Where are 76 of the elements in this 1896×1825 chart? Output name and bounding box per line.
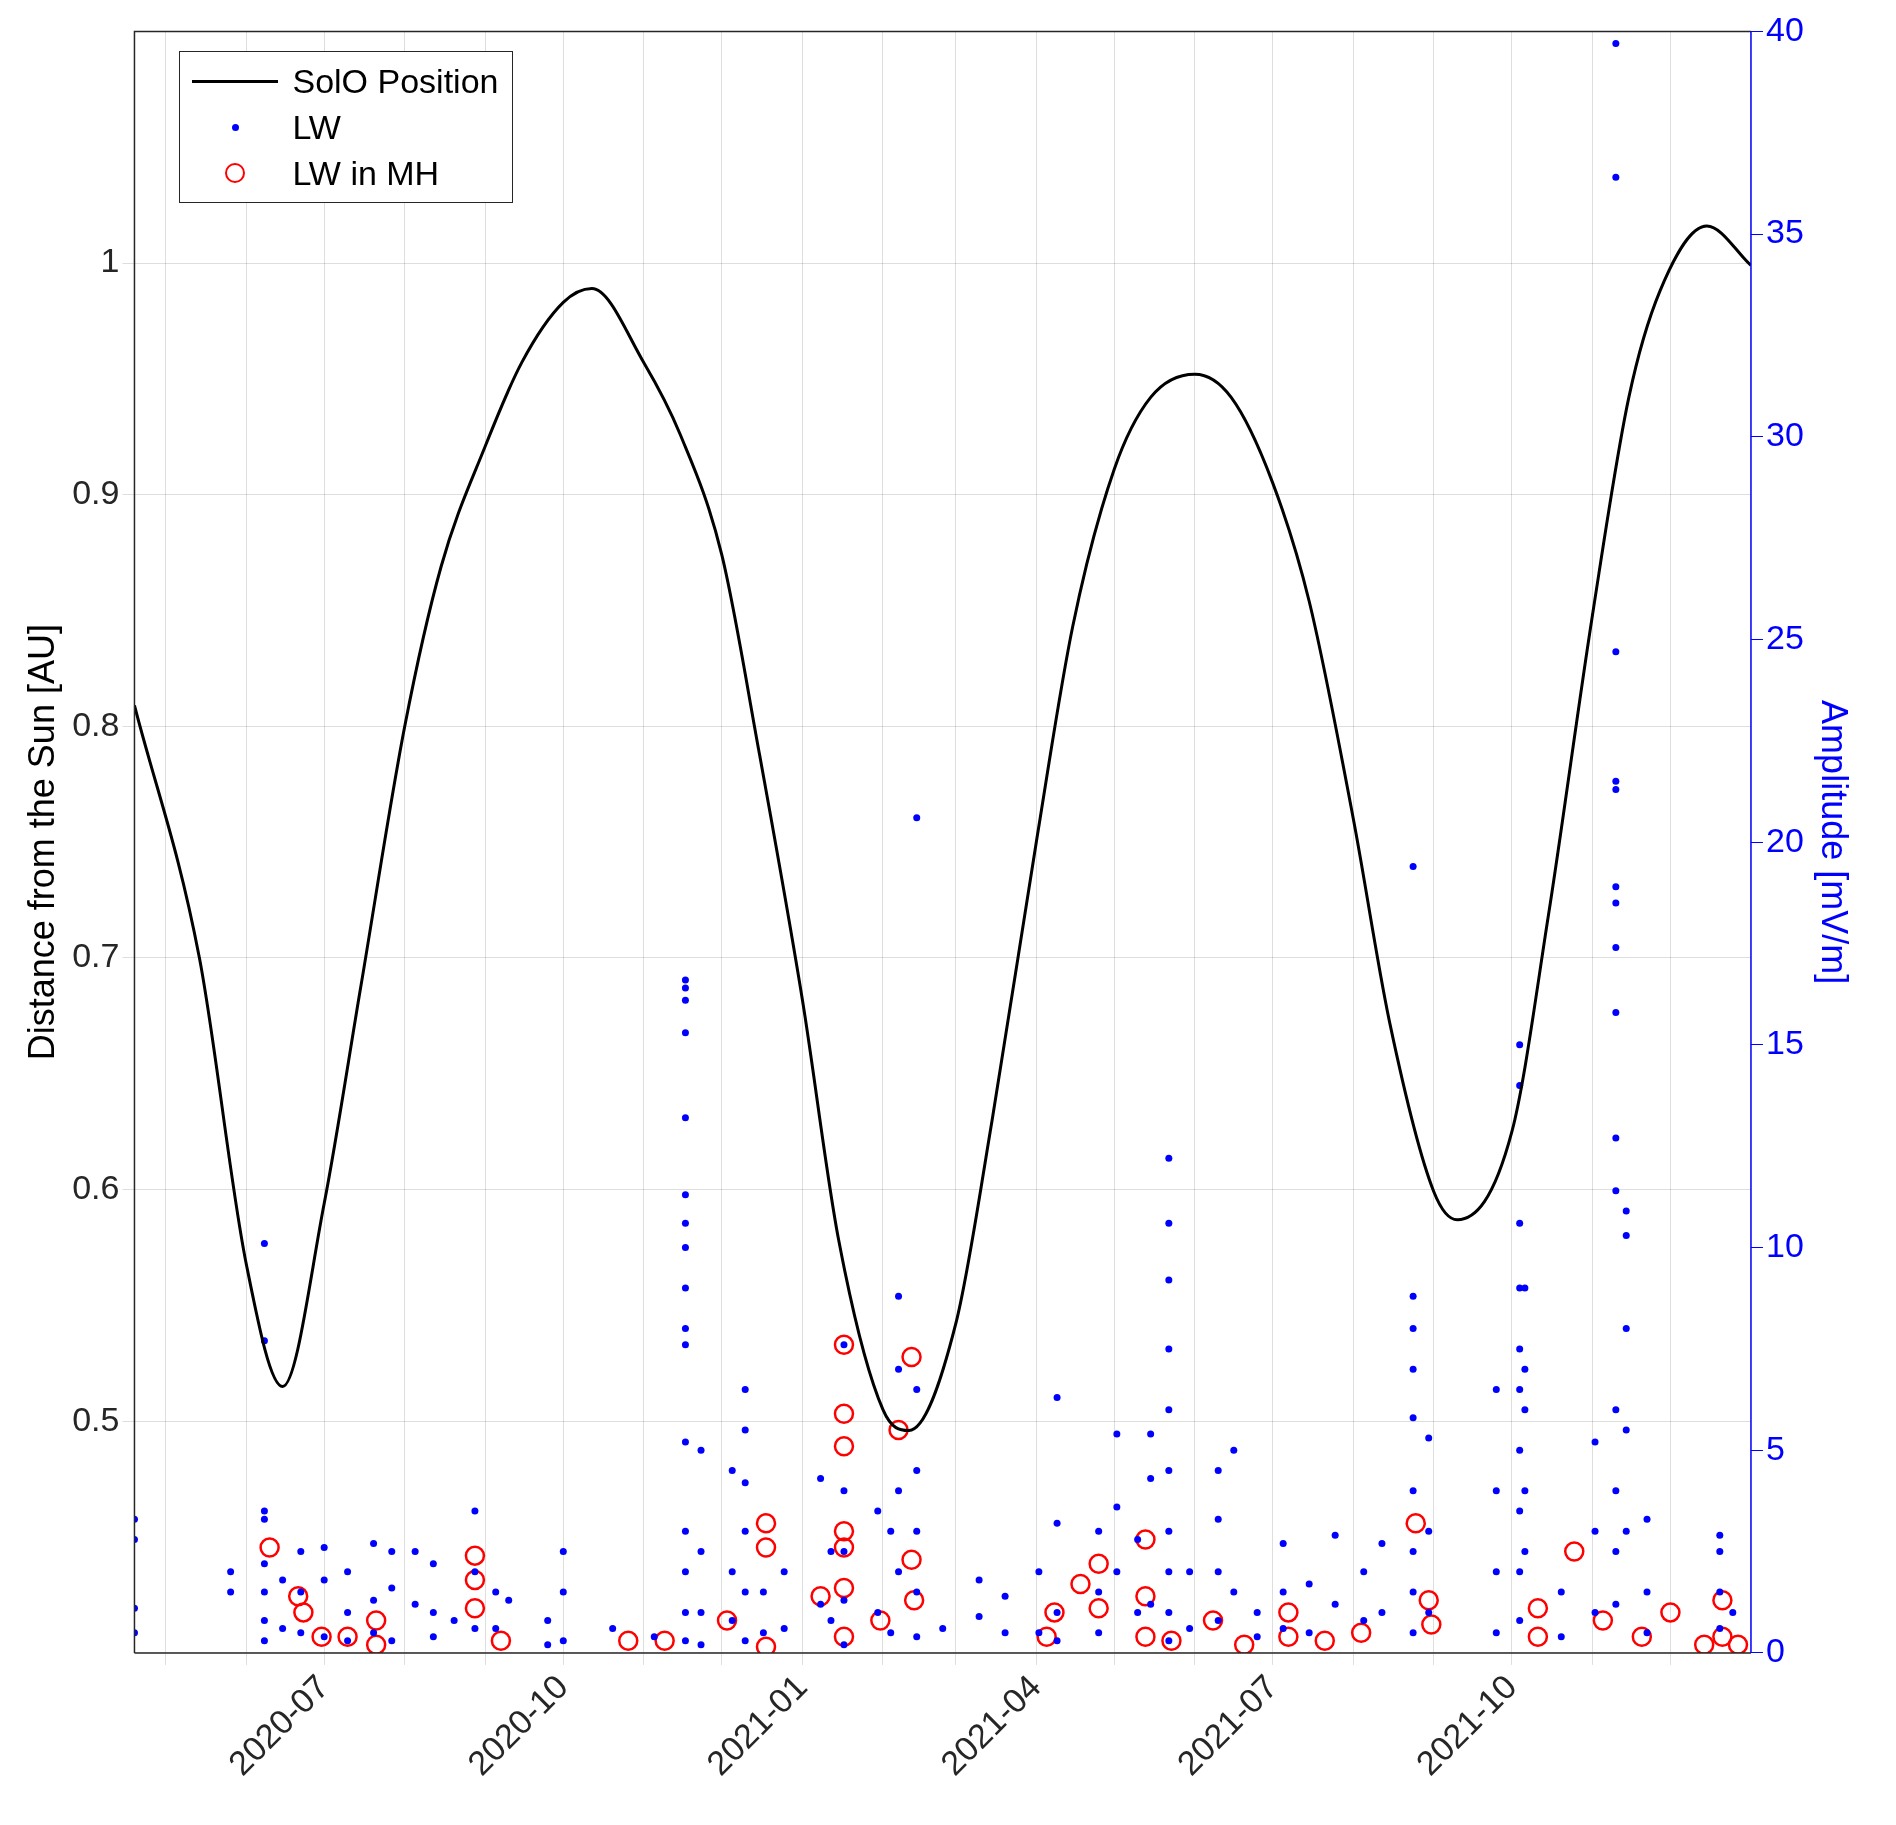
y2-tick-label: 25 xyxy=(1765,617,1804,656)
point xyxy=(1044,1602,1065,1623)
point xyxy=(1202,1610,1224,1631)
legend-label: LW xyxy=(292,107,341,149)
y-tick-label: 1 xyxy=(100,241,120,280)
point xyxy=(1660,1602,1681,1623)
point xyxy=(1421,1614,1442,1635)
point xyxy=(1631,1626,1653,1647)
point xyxy=(755,1537,777,1558)
y2-axis-title: Amplitude [mV/m] xyxy=(1814,700,1856,985)
y-tick-label: 0.5 xyxy=(72,1399,120,1438)
y-axis-title: Distance from the Sun [AU] xyxy=(20,624,62,1061)
point xyxy=(1278,1626,1299,1647)
point xyxy=(870,1610,891,1631)
point xyxy=(1036,1626,1057,1647)
point xyxy=(833,1626,855,1647)
point xyxy=(464,1545,486,1566)
y-tick-label: 0.6 xyxy=(72,1168,120,1206)
point xyxy=(1727,1634,1749,1653)
point xyxy=(259,1537,280,1558)
point xyxy=(1564,1541,1585,1562)
point xyxy=(833,1521,855,1542)
y2-tick-label: 5 xyxy=(1765,1428,1785,1467)
point xyxy=(1135,1585,1156,1607)
y-tick-label: 0.9 xyxy=(72,473,120,512)
point xyxy=(903,1589,925,1611)
point xyxy=(1233,1634,1255,1653)
point xyxy=(901,1549,922,1570)
point xyxy=(1088,1553,1109,1574)
y-tick-label: 0.7 xyxy=(72,936,120,975)
point xyxy=(1135,1626,1156,1647)
y2-tick-label: 20 xyxy=(1765,820,1804,859)
point xyxy=(464,1569,486,1591)
point xyxy=(1418,1589,1439,1611)
point xyxy=(311,1626,332,1647)
point xyxy=(901,1346,922,1368)
point xyxy=(1527,1626,1549,1647)
point xyxy=(755,1512,777,1534)
y2-tick-label: 10 xyxy=(1765,1225,1804,1264)
point xyxy=(716,1610,738,1631)
legend-label: SolO Position xyxy=(292,61,499,103)
point xyxy=(1070,1573,1091,1595)
point xyxy=(1712,1589,1733,1611)
point xyxy=(1135,1529,1156,1550)
y2-tick-label: 40 xyxy=(1765,9,1804,48)
y2-tick-label: 30 xyxy=(1765,415,1804,454)
point xyxy=(1405,1512,1426,1534)
point xyxy=(618,1630,639,1652)
point xyxy=(1712,1626,1733,1647)
point xyxy=(833,1537,855,1558)
y-tick-label: 0.8 xyxy=(72,704,120,743)
y2-tick-label: 35 xyxy=(1765,212,1804,251)
point xyxy=(287,1585,309,1607)
point xyxy=(833,1403,855,1424)
point xyxy=(337,1626,358,1647)
point xyxy=(1527,1598,1549,1619)
point xyxy=(1350,1622,1372,1643)
point xyxy=(833,1435,855,1457)
point xyxy=(490,1630,512,1652)
point xyxy=(464,1598,486,1619)
point xyxy=(833,1334,855,1356)
point xyxy=(1314,1630,1336,1652)
point xyxy=(1161,1630,1182,1652)
point xyxy=(810,1585,831,1607)
point xyxy=(833,1577,855,1599)
y2-tick-label: 15 xyxy=(1765,1023,1804,1062)
point xyxy=(1592,1610,1614,1631)
point xyxy=(1693,1634,1715,1653)
point xyxy=(1088,1598,1109,1619)
point xyxy=(365,1610,387,1631)
point xyxy=(1278,1602,1299,1623)
point xyxy=(293,1602,314,1623)
point xyxy=(654,1630,675,1652)
legend-label: LW in MH xyxy=(292,153,440,195)
y2-tick-label: 0 xyxy=(1765,1631,1785,1670)
point xyxy=(365,1634,387,1653)
